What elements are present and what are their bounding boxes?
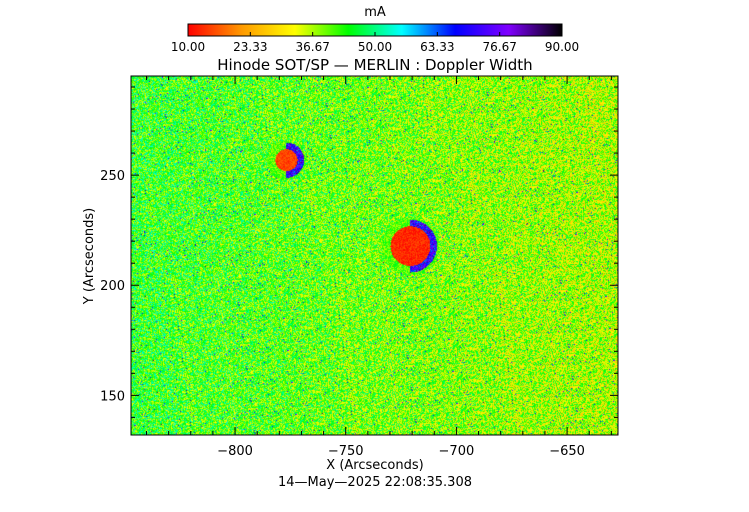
colorbar-tick-label: 90.00 <box>545 40 579 54</box>
chart-title: Hinode SOT/SP — MERLIN : Doppler Width <box>217 56 532 74</box>
colorbar-tick-label: 76.67 <box>483 40 517 54</box>
x-tick-label: −700 <box>439 444 475 459</box>
y-axis-ticks: 150 200 250 <box>100 86 618 418</box>
timestamp-footer: 14—May—2025 22:08:35.308 <box>278 475 472 490</box>
y-tick-label: 200 <box>100 279 125 294</box>
colorbar-tick-label: 50.00 <box>358 40 392 54</box>
colorbar-unit-label: mA <box>364 5 386 20</box>
heatmap-area <box>131 76 618 435</box>
y-tick-label: 250 <box>100 169 125 184</box>
colorbar-ticks: 10.00 23.33 36.67 50.00 63.33 76.67 90.00 <box>171 32 579 54</box>
x-axis-label: X (Arcseconds) <box>326 458 423 473</box>
x-tick-label: −750 <box>328 444 364 459</box>
y-tick-label: 150 <box>100 389 125 404</box>
colorbar-gradient <box>188 24 562 36</box>
heatmap-canvas <box>131 76 618 435</box>
x-tick-label: −800 <box>217 444 253 459</box>
x-tick-label: −650 <box>549 444 585 459</box>
colorbar-tick-label: 10.00 <box>171 40 205 54</box>
x-axis-ticks: −800 −750 −700 −650 <box>145 76 612 459</box>
y-axis-label: Y (Arcseconds) <box>82 208 97 305</box>
colorbar-tick-label: 36.67 <box>296 40 330 54</box>
colorbar-tick-label: 63.33 <box>420 40 454 54</box>
colorbar-tick-label: 23.33 <box>233 40 267 54</box>
plot-frame <box>130 75 619 436</box>
